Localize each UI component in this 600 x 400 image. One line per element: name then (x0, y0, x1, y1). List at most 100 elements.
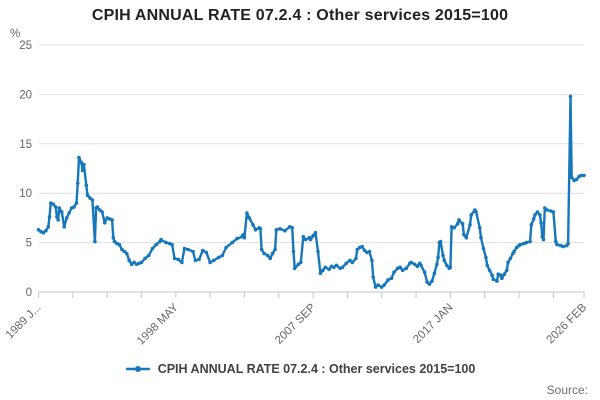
data-point-marker (568, 94, 573, 99)
data-point-marker (164, 240, 168, 245)
data-point-marker (41, 230, 46, 235)
data-point-marker (80, 168, 85, 173)
data-point-marker (398, 265, 402, 270)
data-point-marker (82, 162, 86, 167)
data-point-marker (112, 239, 117, 244)
data-point-marker (208, 260, 212, 265)
data-point-marker (500, 276, 504, 281)
data-point-marker (270, 251, 275, 256)
legend-item[interactable]: CPIH ANNUAL RATE 07.2.4 : Other services… (125, 362, 476, 376)
data-point-marker (566, 241, 570, 246)
data-point-marker (505, 268, 509, 273)
data-point-marker (242, 235, 247, 240)
data-point-marker (541, 237, 546, 242)
data-point-marker (110, 218, 114, 222)
data-point-marker (193, 258, 198, 263)
data-point-marker (360, 244, 364, 249)
data-point-marker (518, 242, 523, 247)
data-point-marker (201, 248, 205, 253)
data-point-marker (147, 253, 151, 258)
y-axis-unit-label: % (10, 28, 20, 40)
data-point-marker (340, 265, 345, 270)
data-point-marker (56, 218, 60, 222)
data-point-marker (448, 265, 453, 270)
data-point-marker (479, 235, 483, 240)
data-point-marker (259, 247, 264, 252)
data-point-marker (415, 264, 420, 269)
data-point-marker (204, 250, 209, 255)
data-point-marker (273, 247, 277, 252)
data-point-marker (180, 260, 184, 265)
data-point-marker (582, 173, 586, 178)
data-point-marker (316, 249, 320, 254)
data-point-marker (514, 245, 519, 250)
data-point-marker (64, 216, 69, 220)
data-point-marker (524, 240, 529, 245)
data-point-marker (46, 225, 51, 229)
data-point-marker (436, 255, 440, 260)
data-point-marker (485, 263, 490, 268)
data-point-marker (442, 258, 447, 263)
data-point-marker (370, 258, 374, 263)
data-point-marker (432, 271, 437, 276)
data-point-marker (438, 239, 443, 244)
data-point-marker (90, 198, 95, 202)
data-point-marker (191, 249, 195, 254)
data-point-marker (354, 256, 358, 261)
data-point-marker (296, 262, 301, 267)
data-point-marker (53, 205, 58, 209)
data-point-marker (313, 230, 318, 235)
data-point-marker (44, 228, 48, 233)
data-point-marker (392, 270, 396, 275)
data-point-marker (235, 236, 239, 241)
data-point-marker (55, 215, 59, 219)
data-point-marker (224, 245, 228, 250)
data-point-marker (60, 210, 64, 214)
data-point-marker (85, 193, 90, 197)
data-point-marker (143, 256, 147, 261)
x-tick-label: 2026 FEB (544, 301, 589, 346)
data-point-marker (301, 234, 306, 239)
data-point-marker (344, 261, 349, 266)
data-point-marker (67, 211, 71, 215)
data-point-marker (291, 249, 296, 254)
data-point-marker (425, 280, 429, 284)
data-point-marker (574, 177, 579, 182)
data-line (37, 95, 586, 289)
data-point-marker (332, 265, 336, 270)
data-point-marker (311, 233, 315, 238)
data-point-marker (495, 279, 499, 283)
y-tick-label: 0 (26, 287, 32, 299)
data-point-marker (487, 268, 492, 273)
data-point-marker (253, 228, 258, 232)
data-point-marker (251, 223, 255, 227)
data-point-marker (247, 216, 252, 220)
data-point-marker (545, 208, 549, 212)
data-point-marker (230, 240, 234, 245)
data-point-marker (452, 226, 456, 230)
data-point-marker (93, 239, 97, 244)
data-point-marker (502, 272, 507, 277)
data-point-marker (292, 266, 297, 271)
data-point-marker (528, 239, 532, 244)
data-point-marker (350, 260, 355, 265)
plot-area: 0 5 10 15 20 25% 1989 J... 1998 MAY 2007 SEP 2017… (4, 28, 589, 347)
data-point-marker (84, 183, 89, 188)
data-point-marker (98, 208, 102, 212)
data-point-marker (508, 256, 513, 261)
data-point-marker (413, 262, 417, 267)
data-point-marker (531, 217, 536, 221)
data-point-marker (182, 246, 187, 251)
data-point-marker (95, 205, 100, 209)
data-point-marker (382, 283, 387, 287)
data-point-marker (62, 225, 66, 229)
data-point-marker (51, 202, 55, 206)
data-point-marker (464, 235, 469, 240)
data-point-marker (36, 228, 41, 232)
data-point-marker (283, 228, 287, 233)
data-point-marker (122, 249, 127, 254)
data-point-marker (265, 253, 270, 258)
data-point-marker (274, 228, 279, 232)
data-point-marker (419, 263, 423, 268)
legend-label: CPIH ANNUAL RATE 07.2.4 : Other services… (157, 362, 476, 376)
